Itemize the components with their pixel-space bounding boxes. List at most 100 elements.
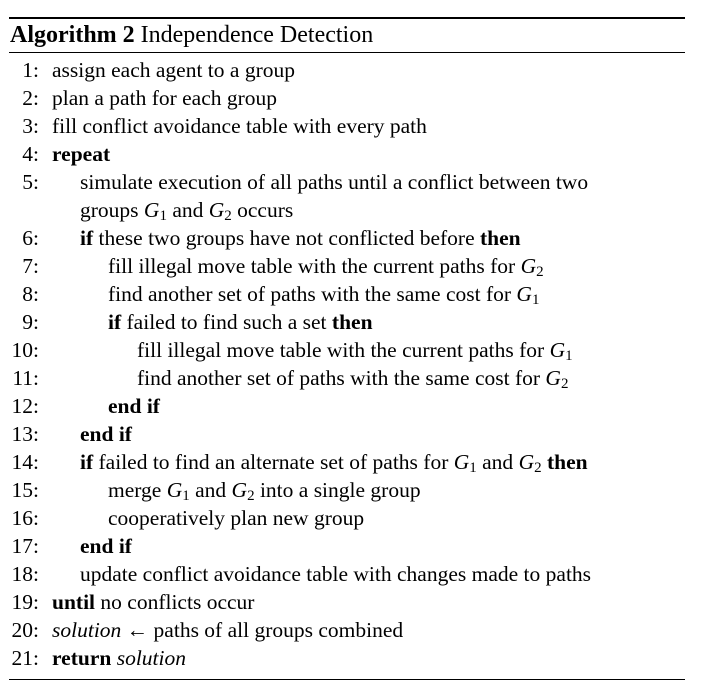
line-text: return solution bbox=[52, 644, 186, 672]
algorithm-line-2: 2: plan a path for each group bbox=[9, 84, 685, 112]
text: fill illegal move table with the current… bbox=[137, 338, 545, 362]
text: paths of all groups combined bbox=[153, 618, 404, 642]
line-text: find another set of paths with the same … bbox=[108, 280, 539, 314]
algorithm-line-17: 17: end if bbox=[9, 532, 685, 560]
top-rule bbox=[9, 17, 685, 19]
line-text: if failed to find such a set then bbox=[108, 308, 373, 336]
keyword-end-if: end if bbox=[108, 394, 160, 418]
bottom-rule bbox=[9, 679, 685, 680]
text: find another set of paths with the same … bbox=[137, 366, 541, 390]
line-number: 5: bbox=[22, 170, 39, 194]
algorithm-line-7: 7: fill illegal move table with the curr… bbox=[9, 252, 685, 280]
math-sub: 1 bbox=[565, 348, 573, 364]
math-sub: 2 bbox=[224, 208, 232, 224]
algorithm-line-9: 9: if failed to find such a set then bbox=[9, 308, 685, 336]
line-text: simulate execution of all paths until a … bbox=[80, 168, 588, 230]
line-text: fill illegal move table with the current… bbox=[108, 252, 544, 286]
math-sub: 2 bbox=[536, 264, 544, 280]
math-sub: 2 bbox=[534, 460, 542, 476]
line-number: 15: bbox=[11, 478, 39, 502]
math-var: G bbox=[518, 450, 535, 474]
math-var: solution bbox=[52, 618, 122, 642]
keyword-if: if bbox=[108, 310, 122, 334]
algorithm-line-18: 18: update conflict avoidance table with… bbox=[9, 560, 685, 588]
algorithm-line-11: 11: find another set of paths with the s… bbox=[9, 364, 685, 392]
line-number: 4: bbox=[22, 142, 39, 166]
text: groups bbox=[80, 198, 139, 222]
line-number: 21: bbox=[11, 646, 39, 670]
math-var: G bbox=[453, 450, 470, 474]
line-text: assign each agent to a group bbox=[52, 58, 295, 82]
line-text: update conflict avoidance table with cha… bbox=[80, 562, 592, 586]
text: and bbox=[172, 198, 204, 222]
line-number: 12: bbox=[11, 394, 39, 418]
line-number: 18: bbox=[11, 562, 39, 586]
line-number: 13: bbox=[11, 422, 39, 446]
math-var: G bbox=[166, 478, 183, 502]
line-text: fill illegal move table with the current… bbox=[137, 336, 573, 370]
algorithm-line-5: 5: simulate execution of all paths until… bbox=[9, 168, 685, 224]
keyword-repeat: repeat bbox=[52, 142, 111, 166]
math-var: solution bbox=[116, 646, 186, 670]
line-text: find another set of paths with the same … bbox=[137, 364, 568, 398]
algorithm-title: Independence Detection bbox=[140, 22, 374, 48]
line-number: 16: bbox=[11, 506, 39, 530]
algorithm-line-1: 1: assign each agent to a group bbox=[9, 56, 685, 84]
text: into a single group bbox=[259, 478, 421, 502]
algorithm-line-14: 14: if failed to find an alternate set o… bbox=[9, 448, 685, 476]
algorithm-line-6: 6: if these two groups have not conflict… bbox=[9, 224, 685, 252]
line-number: 10: bbox=[11, 338, 39, 362]
line-number: 2: bbox=[22, 86, 39, 110]
line-text: merge G1 and G2 into a single group bbox=[108, 476, 421, 510]
algorithm-block: Algorithm 2 Independence Detection 1: as… bbox=[9, 17, 685, 680]
math-sub: 1 bbox=[469, 460, 477, 476]
line-text: if failed to find an alternate set of pa… bbox=[80, 448, 588, 482]
math-var: G bbox=[520, 254, 537, 278]
line-text: fill conflict avoidance table with every… bbox=[52, 114, 427, 138]
math-var: G bbox=[549, 338, 566, 362]
keyword-end-if: end if bbox=[80, 422, 132, 446]
line-number: 8: bbox=[22, 282, 39, 306]
keyword-end-if: end if bbox=[80, 534, 132, 558]
line-number: 1: bbox=[22, 58, 39, 82]
text: failed to find an alternate set of paths… bbox=[98, 450, 449, 474]
math-var: G bbox=[231, 478, 248, 502]
keyword-then: then bbox=[331, 310, 373, 334]
keyword-then: then bbox=[480, 226, 521, 250]
keyword-if: if bbox=[80, 226, 94, 250]
text: failed to find such a set bbox=[126, 310, 327, 334]
line-number: 11: bbox=[12, 366, 39, 390]
algorithm-line-12: 12: end if bbox=[9, 392, 685, 420]
algorithm-line-4: 4: repeat bbox=[9, 140, 685, 168]
line-number: 7: bbox=[22, 254, 39, 278]
text: no conflicts occur bbox=[100, 590, 255, 614]
text: merge bbox=[108, 478, 162, 502]
algorithm-line-21: 21: return solution bbox=[9, 644, 685, 672]
line-number: 19: bbox=[11, 590, 39, 614]
keyword-until: until bbox=[52, 590, 96, 614]
algorithm-caption: Algorithm 2 Independence Detection bbox=[9, 19, 685, 52]
line-text: solution ← paths of all groups combined bbox=[52, 616, 403, 644]
algorithm-line-16: 16: cooperatively plan new group bbox=[9, 504, 685, 532]
algorithm-line-3: 3: fill conflict avoidance table with ev… bbox=[9, 112, 685, 140]
math-var: G bbox=[516, 282, 532, 306]
line-text: if these two groups have not conflicted … bbox=[80, 224, 521, 252]
math-sub: 2 bbox=[560, 376, 569, 392]
line-number: 6: bbox=[22, 226, 39, 250]
text: and bbox=[195, 478, 227, 502]
math-sub: 1 bbox=[531, 292, 540, 308]
algorithm-line-10: 10: fill illegal move table with the cur… bbox=[9, 336, 685, 364]
math-var: G bbox=[208, 198, 225, 222]
algorithm-line-15: 15: merge G1 and G2 into a single group bbox=[9, 476, 685, 504]
keyword-if: if bbox=[80, 450, 94, 474]
algorithm-line-13: 13: end if bbox=[9, 420, 685, 448]
text: these two groups have not conflicted bef… bbox=[98, 226, 475, 250]
algorithm-line-20: 20: solution ← paths of all groups combi… bbox=[9, 616, 685, 644]
algorithm-line-19: 19: until no conflicts occur bbox=[9, 588, 685, 616]
line-text: until no conflicts occur bbox=[52, 588, 254, 616]
text: fill illegal move table with the current… bbox=[108, 254, 516, 278]
line-number: 3: bbox=[22, 114, 39, 138]
line-number: 17: bbox=[11, 534, 39, 558]
assign-arrow: ← bbox=[126, 618, 149, 642]
math-sub: 1 bbox=[182, 488, 190, 504]
